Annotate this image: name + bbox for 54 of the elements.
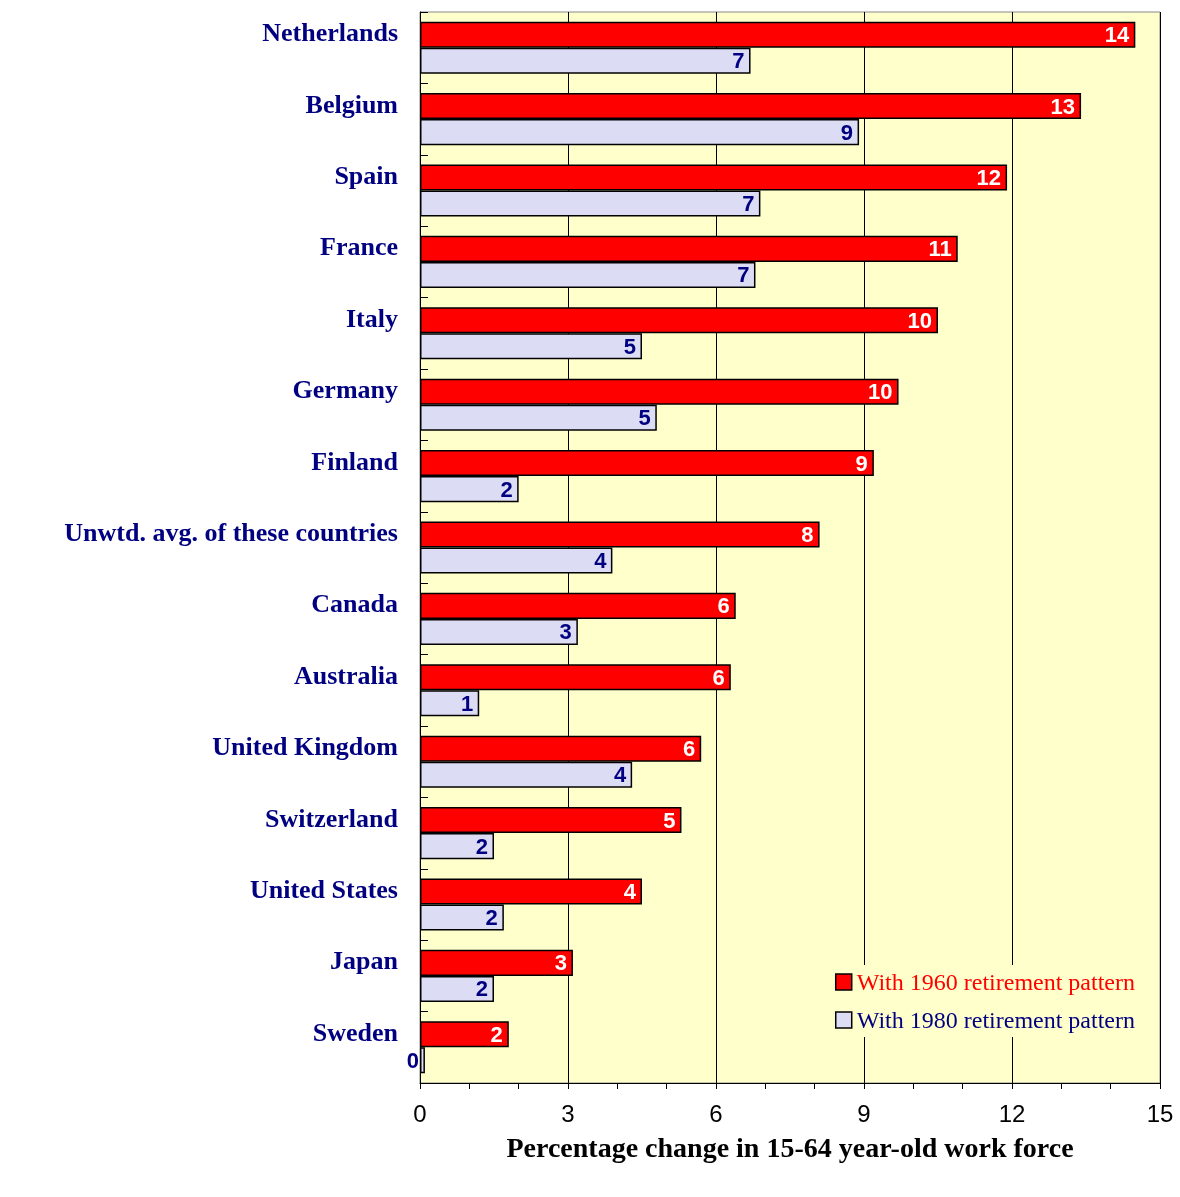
data-label: 5 xyxy=(663,807,676,833)
data-label: 12 xyxy=(976,164,1002,190)
x-axis-title: Percentage change in 15-64 year-old work force xyxy=(506,1131,1074,1163)
data-label: 10 xyxy=(868,379,893,405)
data-label: 4 xyxy=(623,878,637,904)
data-label: 14 xyxy=(1104,22,1131,48)
y-tick-label: Belgium xyxy=(305,89,399,119)
data-label: 0 xyxy=(406,1047,419,1073)
data-label: 10 xyxy=(907,307,932,333)
y-tick-label: Italy xyxy=(346,303,398,333)
legend-label: With 1960 retirement pattern xyxy=(856,969,1136,995)
data-label: 2 xyxy=(475,833,488,859)
data-label: 4 xyxy=(613,762,627,788)
x-tick-label: 3 xyxy=(561,1099,575,1127)
data-label: 6 xyxy=(712,664,725,690)
y-tick-label: Finland xyxy=(311,446,399,476)
y-tick-label: Unwtd. avg. of these countries xyxy=(64,518,398,547)
data-label: 2 xyxy=(500,476,513,502)
y-tick-label: Sweden xyxy=(312,1017,399,1047)
data-label: 8 xyxy=(801,521,814,547)
data-label: 9 xyxy=(855,450,868,476)
legend-label: With 1980 retirement pattern xyxy=(856,1007,1136,1033)
data-label: 6 xyxy=(682,736,696,762)
y-tick-label: United States xyxy=(249,875,398,904)
y-tick-label: Canada xyxy=(311,589,398,619)
data-label: 13 xyxy=(1050,93,1076,119)
y-tick-label: Netherlands xyxy=(262,18,398,48)
data-label: 3 xyxy=(554,950,567,976)
y-tick-label: France xyxy=(320,232,398,262)
x-tick-label: 6 xyxy=(709,1099,723,1127)
data-label: 2 xyxy=(475,976,488,1002)
data-label: 7 xyxy=(732,48,745,74)
y-tick-label: Japan xyxy=(330,946,399,976)
data-label: 9 xyxy=(840,119,854,145)
data-label: 5 xyxy=(623,333,636,359)
y-tick-label: Switzerland xyxy=(265,803,399,833)
data-label: 1 xyxy=(460,690,474,716)
data-label: 7 xyxy=(737,262,750,288)
data-label: 11 xyxy=(928,236,952,262)
x-tick-label: 15 xyxy=(1146,1099,1174,1127)
y-tick-label: United Kingdom xyxy=(212,732,399,762)
data-label: 3 xyxy=(559,619,572,645)
data-label: 4 xyxy=(594,548,608,574)
x-tick-label: 0 xyxy=(413,1099,427,1127)
y-tick-label: Germany xyxy=(292,375,398,405)
x-tick-label: 12 xyxy=(998,1099,1026,1127)
y-tick-label: Spain xyxy=(334,161,399,190)
data-label: 2 xyxy=(485,905,498,931)
y-tick-label: Australia xyxy=(294,660,398,690)
x-tick-label: 9 xyxy=(857,1099,871,1127)
data-label: 6 xyxy=(717,593,730,619)
data-label: 2 xyxy=(490,1021,503,1047)
data-label: 7 xyxy=(742,191,755,217)
data-label: 5 xyxy=(638,405,651,431)
